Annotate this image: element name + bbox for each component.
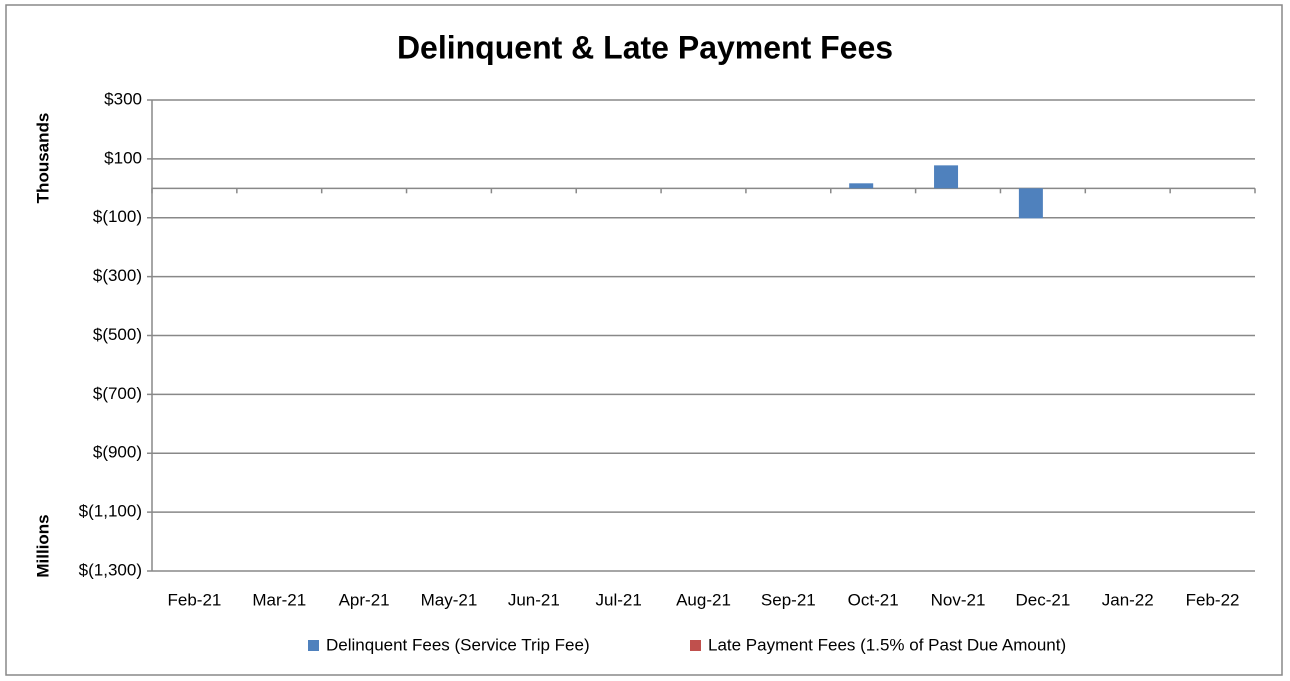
x-tick-label: Nov-21: [931, 590, 986, 609]
y-tick-label: $(900): [93, 443, 142, 462]
x-tick-label: Jul-21: [595, 590, 641, 609]
y-tick-label: $100: [104, 148, 142, 167]
y-axis-label: Thousands: [33, 113, 52, 204]
y-tick-label: $300: [104, 89, 142, 108]
x-tick-label: Apr-21: [339, 590, 390, 609]
x-tick-label: Feb-22: [1186, 590, 1240, 609]
x-tick-label: Jun-21: [508, 590, 560, 609]
y-axis-label: Millions: [33, 514, 52, 577]
chart-border: [5, 4, 1283, 676]
bar: [849, 183, 874, 189]
legend-swatch: [690, 640, 701, 651]
y-tick-label: $(500): [93, 325, 142, 344]
bar: [934, 165, 959, 189]
legend-label: Delinquent Fees (Service Trip Fee): [326, 635, 590, 654]
y-tick-label: $(700): [93, 384, 142, 403]
x-tick-label: Mar-21: [252, 590, 306, 609]
x-tick-label: Dec-21: [1015, 590, 1070, 609]
y-tick-label: $(1,300): [79, 560, 142, 579]
legend-label: Late Payment Fees (1.5% of Past Due Amou…: [708, 635, 1066, 654]
y-tick-label: $(100): [93, 207, 142, 226]
y-tick-label: $(300): [93, 266, 142, 285]
x-tick-label: May-21: [421, 590, 478, 609]
x-tick-label: Jan-22: [1102, 590, 1154, 609]
x-tick-label: Feb-21: [167, 590, 221, 609]
x-tick-label: Oct-21: [848, 590, 899, 609]
legend-swatch: [308, 640, 319, 651]
x-tick-label: Aug-21: [676, 590, 731, 609]
chart-title: Delinquent & Late Payment Fees: [397, 29, 893, 65]
x-tick-label: Sep-21: [761, 590, 816, 609]
y-tick-label: $(1,100): [79, 502, 142, 521]
bar: [1018, 188, 1043, 219]
